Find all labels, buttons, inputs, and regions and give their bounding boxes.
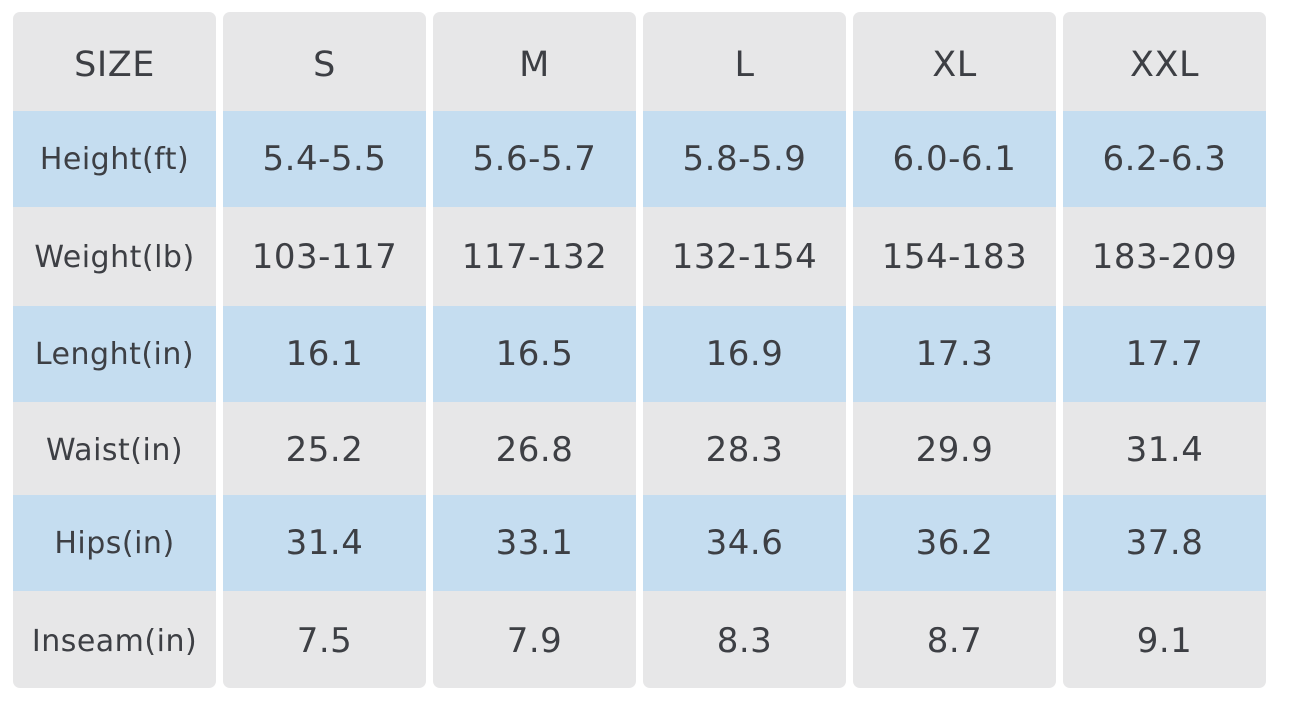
height-value-xl: 6.0-6.1 [892,139,1017,179]
size-header-m: M [519,45,550,85]
size-header-s: S [313,45,336,85]
highlight-band [643,111,846,207]
highlight-band [643,306,846,402]
label-column: SIZE Height(ft) Weight(lb) Lenght(in) Wa… [13,12,216,688]
size-column-xxl: XXL 6.2-6.3 183-209 17.7 31.4 37.8 9.1 [1063,12,1266,688]
highlight-band [643,495,846,591]
weight-value-xxl: 183-209 [1091,237,1238,277]
size-column-xl: XL 6.0-6.1 154-183 17.3 29.9 36.2 8.7 [853,12,1056,688]
row-label-length: Lenght(in) [34,336,195,372]
size-column-l: L 5.8-5.9 132-154 16.9 28.3 34.6 8.3 [643,12,846,688]
highlight-band [853,306,1056,402]
inseam-value-xxl: 9.1 [1136,621,1193,661]
highlight-band [13,306,216,402]
inseam-value-m: 7.9 [506,621,563,661]
length-value-s: 16.1 [285,334,364,374]
size-header-xxl: XXL [1130,45,1199,85]
hips-value-xxl: 37.8 [1125,523,1204,563]
waist-value-xl: 29.9 [915,430,994,470]
height-value-m: 5.6-5.7 [472,139,597,179]
row-label-inseam: Inseam(in) [31,623,198,659]
highlight-band [223,111,426,207]
highlight-band [1063,306,1266,402]
inseam-value-l: 8.3 [716,621,773,661]
size-header-l: L [734,45,755,85]
highlight-band [1063,111,1266,207]
highlight-band [853,111,1056,207]
waist-value-s: 25.2 [285,430,364,470]
highlight-band [433,306,636,402]
highlight-band [223,495,426,591]
weight-value-l: 132-154 [671,237,818,277]
highlight-band [1063,495,1266,591]
highlight-band [13,111,216,207]
row-label-hips: Hips(in) [54,525,175,561]
height-value-l: 5.8-5.9 [682,139,807,179]
hips-value-xl: 36.2 [915,523,994,563]
highlight-band [853,495,1056,591]
waist-value-l: 28.3 [705,430,784,470]
weight-value-xl: 154-183 [881,237,1028,277]
height-value-xxl: 6.2-6.3 [1102,139,1227,179]
highlight-band [223,306,426,402]
height-value-s: 5.4-5.5 [262,139,387,179]
inseam-value-xl: 8.7 [926,621,983,661]
length-value-l: 16.9 [705,334,784,374]
hips-value-m: 33.1 [495,523,574,563]
waist-value-xxl: 31.4 [1125,430,1204,470]
row-label-weight: Weight(lb) [34,239,195,275]
highlight-band [433,495,636,591]
highlight-band [433,111,636,207]
row-label-height: Height(ft) [39,141,190,177]
hips-value-s: 31.4 [285,523,364,563]
size-column-m: M 5.6-5.7 117-132 16.5 26.8 33.1 7.9 [433,12,636,688]
hips-value-l: 34.6 [705,523,784,563]
length-value-m: 16.5 [495,334,574,374]
highlight-band [13,495,216,591]
length-value-xxl: 17.7 [1125,334,1204,374]
row-label-waist: Waist(in) [45,432,184,468]
inseam-value-s: 7.5 [296,621,353,661]
size-column-s: S 5.4-5.5 103-117 16.1 25.2 31.4 7.5 [223,12,426,688]
weight-value-s: 103-117 [251,237,398,277]
size-header-xl: XL [932,45,977,85]
waist-value-m: 26.8 [495,430,574,470]
weight-value-m: 117-132 [461,237,608,277]
size-header-cell: SIZE [74,45,155,85]
length-value-xl: 17.3 [915,334,994,374]
